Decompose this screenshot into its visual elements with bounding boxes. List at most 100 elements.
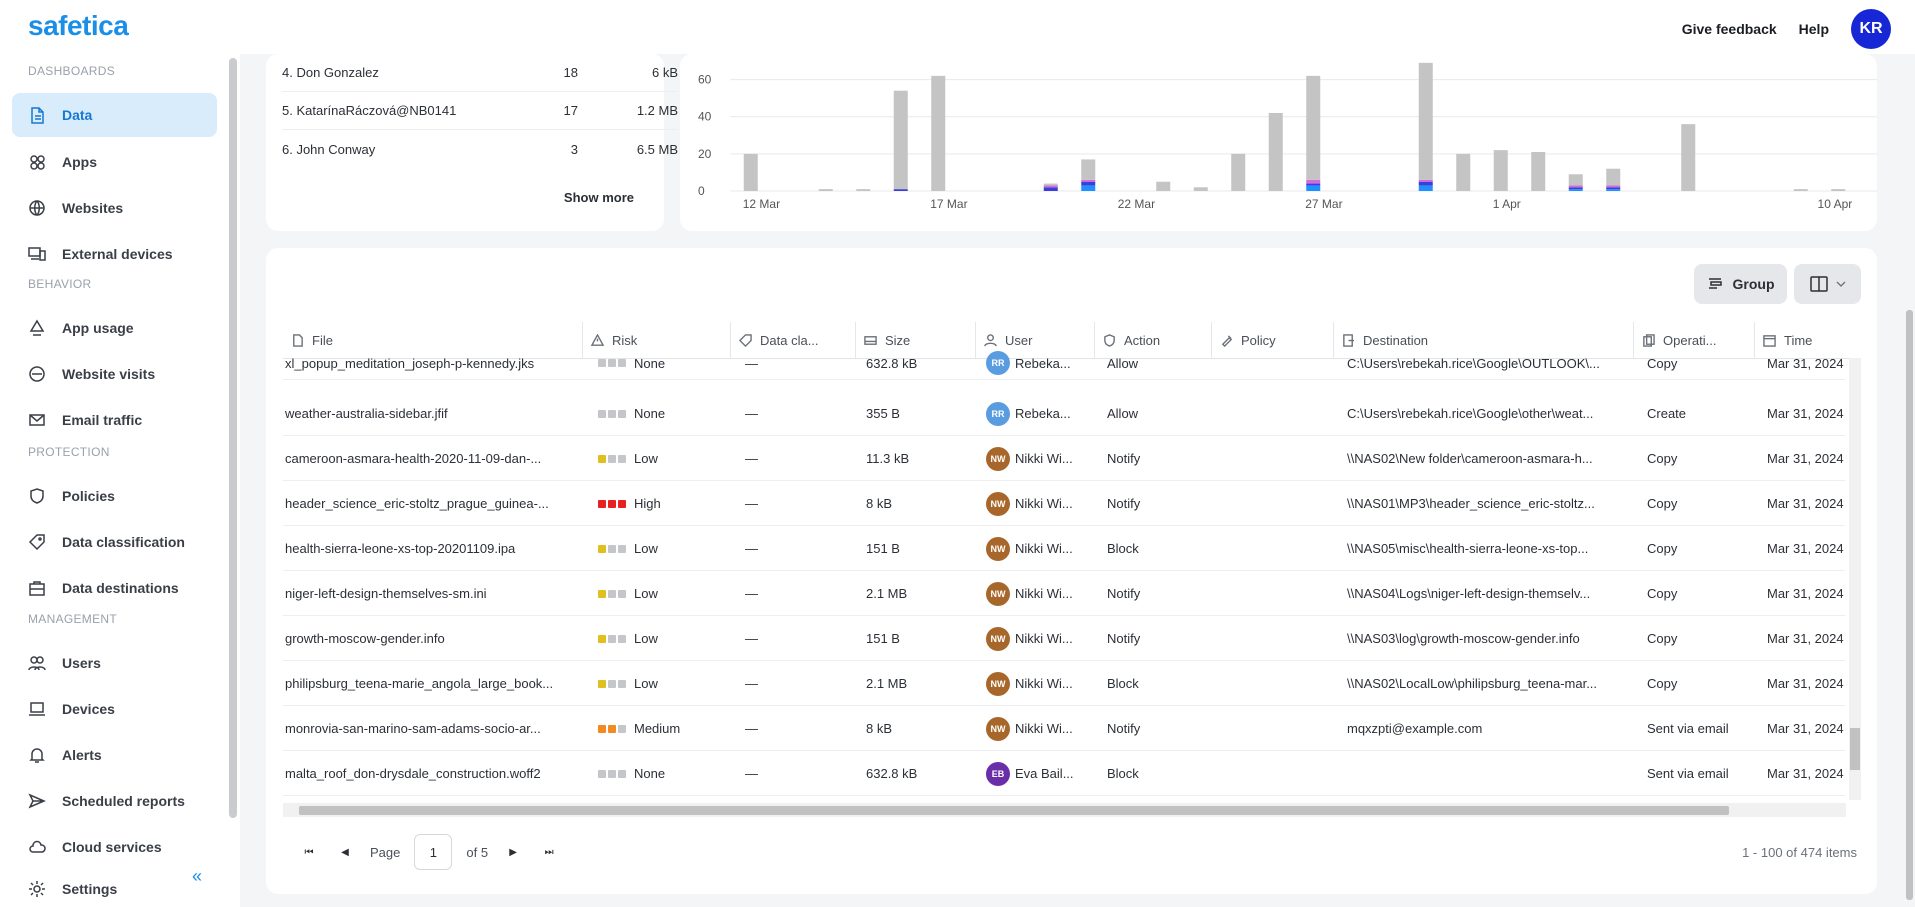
apps-icon [28, 153, 46, 171]
table-row[interactable]: weather-australia-sidebar.jfif None — 355 B… [283, 391, 1845, 436]
sidebar-item-websites[interactable]: Websites [12, 186, 217, 230]
sidebar-item-alerts[interactable]: Alerts [12, 733, 217, 777]
top-user-row[interactable]: 4. Don Gonzalez 18 6 kB [282, 54, 678, 92]
column-header-policy[interactable]: Policy [1212, 322, 1334, 358]
top-user-name: 5. KatarínaRáczová@NB0141 [282, 103, 457, 118]
cell-user[interactable]: RR Rebeka... [986, 391, 1101, 436]
cell-operation: Copy [1647, 676, 1678, 691]
top-user-row[interactable]: 5. KatarínaRáczová@NB0141 17 1.2 MB [282, 92, 678, 130]
column-header-size[interactable]: Size [856, 322, 976, 358]
cell-file[interactable]: niger-left-design-themselves-sm.ini [285, 586, 487, 601]
chart-bar [1568, 185, 1583, 188]
sidebar-item-scheduled-reports[interactable]: Scheduled reports [12, 779, 217, 823]
sidebar-item-devices[interactable]: Devices [12, 687, 217, 731]
table-row[interactable]: philipsburg_teena-marie_angola_large_boo… [283, 661, 1845, 706]
table-row[interactable]: cameroon-asmara-health-2020-11-09-dan-..… [283, 436, 1845, 481]
sidebar-item-data-classification[interactable]: Data classification [12, 520, 217, 564]
x-tick-label: 17 Mar [930, 197, 967, 211]
sidebar-item-apps[interactable]: Apps [12, 140, 217, 184]
sidebar-item-data-destinations[interactable]: Data destinations [12, 566, 217, 610]
table-row[interactable]: health-sierra-leone-xs-top-20201109.ipa L… [283, 526, 1845, 571]
column-header-risk[interactable]: Risk [583, 322, 731, 358]
bell-icon [28, 746, 46, 764]
table-row[interactable]: xl_popup_meditation_joseph-p-kennedy.jks… [283, 346, 1845, 380]
chart-bar [1531, 152, 1546, 191]
table-row[interactable]: growth-moscow-gender.info Low — 151 B NW Nikk… [283, 616, 1845, 661]
cell-file[interactable]: xl_popup_meditation_joseph-p-kennedy.jks [285, 355, 535, 371]
cell-time: Mar 31, 2024 [1767, 766, 1844, 781]
cell-file[interactable]: cameroon-asmara-health-2020-11-09-dan-..… [285, 451, 542, 466]
section-management: MANAGEMENT [28, 612, 118, 626]
sidebar-item-data[interactable]: Data [12, 93, 217, 137]
sidebar-item-policies[interactable]: Policies [12, 474, 217, 518]
table-vertical-scrollbar[interactable] [1849, 358, 1861, 800]
risk-indicator [618, 724, 626, 733]
cell-file[interactable]: header_science_eric-stoltz_prague_guinea… [285, 496, 549, 511]
sidebar-item-users[interactable]: Users [12, 641, 217, 685]
sidebar-item-website-visits[interactable]: Website visits [12, 352, 217, 396]
cell-file[interactable]: philipsburg_teena-marie_angola_large_boo… [285, 676, 554, 691]
sidebar-scrollbar[interactable] [229, 58, 237, 818]
cell-user[interactable]: NW Nikki Wi... [986, 661, 1101, 706]
risk-label: Medium [634, 721, 681, 736]
column-header-time[interactable]: Time [1755, 322, 1861, 358]
table-row[interactable]: niger-left-design-themselves-sm.ini Low — 2… [283, 571, 1845, 616]
sidebar-item-app-usage[interactable]: App usage [12, 306, 217, 350]
top-user-size: 6 kB [651, 65, 678, 80]
cell-user[interactable]: RR Rebeka... [986, 346, 1101, 380]
user-avatar[interactable]: KR [1851, 9, 1891, 49]
next-page-icon[interactable]: ▶ [509, 846, 517, 858]
sidebar-item-label: App usage [62, 320, 134, 336]
table-row[interactable]: malta_roof_don-drysdale_construction.wof… [283, 751, 1845, 796]
cell-user[interactable]: NW Nikki Wi... [986, 436, 1101, 481]
table-vertical-scroll-thumb[interactable] [1850, 728, 1860, 770]
chart-bar [1043, 183, 1058, 186]
user-avatar-badge: NW [986, 716, 1010, 741]
column-header-destination[interactable]: Destination [1334, 322, 1634, 358]
column-header-data-classification[interactable]: Data cla... [731, 322, 856, 358]
cell-user[interactable]: NW Nikki Wi... [986, 571, 1101, 616]
cell-file[interactable]: monrovia-san-marino-sam-adams-socio-ar..… [285, 721, 541, 736]
cell-file[interactable]: malta_roof_don-drysdale_construction.wof… [285, 766, 541, 781]
give-feedback-link[interactable]: Give feedback [1681, 21, 1777, 37]
cell-file[interactable]: health-sierra-leone-xs-top-20201109.ipa [285, 541, 516, 556]
risk-label: None [634, 766, 666, 781]
column-header-action[interactable]: Action [1095, 322, 1212, 358]
group-button[interactable]: Group [1694, 264, 1787, 304]
collapse-sidebar-icon[interactable]: « [192, 866, 203, 886]
sidebar-item-cloud-services[interactable]: Cloud services [12, 825, 217, 869]
user-avatar-badge: RR [986, 351, 1010, 375]
cell-user[interactable]: NW Nikki Wi... [986, 526, 1101, 571]
column-header-label: Policy [1241, 332, 1276, 348]
sidebar-item-email-traffic[interactable]: Email traffic [12, 398, 217, 442]
table-row[interactable]: header_science_eric-stoltz_prague_guinea… [283, 481, 1845, 526]
page-input[interactable]: 1 [414, 834, 453, 870]
cell-user[interactable]: NW Nikki Wi... [986, 481, 1101, 526]
column-header-user[interactable]: User [976, 322, 1095, 358]
prev-page-icon[interactable]: ◀ [341, 846, 349, 858]
cell-file[interactable]: growth-moscow-gender.info [285, 631, 445, 646]
top-user-row[interactable]: 6. John Conway 3 6.5 MB [282, 130, 678, 168]
cell-data-classification: — [745, 631, 758, 646]
top-user-size: 6.5 MB [636, 141, 678, 157]
cell-file[interactable]: weather-australia-sidebar.jfif [285, 406, 448, 421]
cell-user[interactable]: EB Eva Bail... [986, 751, 1101, 796]
column-header-operation[interactable]: Operati... [1634, 322, 1755, 358]
sidebar-item-settings[interactable]: Settings [12, 867, 217, 907]
cell-user[interactable]: NW Nikki Wi... [986, 706, 1101, 751]
risk-indicator [598, 499, 606, 508]
show-more-button[interactable]: Show more [563, 190, 634, 205]
help-link[interactable]: Help [1798, 21, 1829, 37]
first-page-icon[interactable]: ⏮ [304, 846, 314, 858]
table-row[interactable]: monrovia-san-marino-sam-adams-socio-ar..… [283, 706, 1845, 751]
chart-bar [1081, 159, 1096, 180]
table-horizontal-scroll-thumb[interactable] [299, 806, 1729, 815]
logo[interactable]: safetica [28, 10, 129, 41]
last-page-icon[interactable]: ⏭ [544, 846, 554, 858]
page-scroll-thumb[interactable] [1906, 310, 1913, 900]
columns-button[interactable] [1794, 264, 1861, 304]
cell-user[interactable]: NW Nikki Wi... [986, 616, 1101, 661]
column-header-file[interactable]: File [283, 322, 583, 358]
sidebar-item-external-devices[interactable]: External devices [12, 232, 217, 276]
risk-indicator [608, 544, 616, 553]
